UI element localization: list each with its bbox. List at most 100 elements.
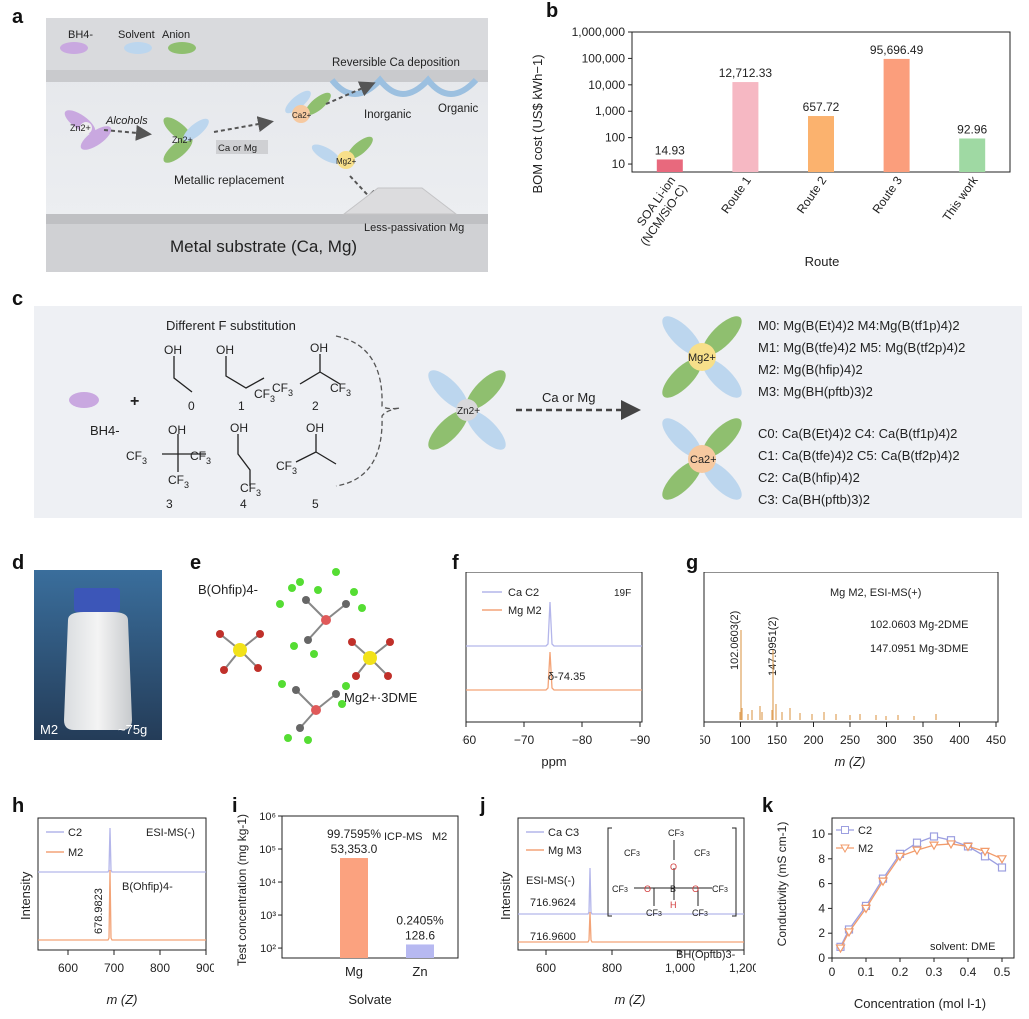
zn-alkoxide-complex-icon: Zn2+ — [163, 117, 209, 163]
svg-text:CF3: CF3 — [712, 884, 728, 894]
alcohol-number-3: 3 — [166, 497, 173, 511]
g-tick-label: 350 — [913, 733, 933, 747]
g-tick-label: 200 — [803, 733, 823, 747]
mg-compound-0: M0: Mg(B(Et)4)2 M4:Mg(B(tf1p)4)2 — [758, 318, 960, 333]
b-bar — [883, 58, 910, 172]
svg-text:OH: OH — [216, 343, 234, 357]
k-point-m2 — [911, 846, 923, 856]
i-percent-label: 0.2405% — [396, 913, 444, 927]
legend-solvent: Solvent — [118, 29, 155, 41]
brace-icon — [335, 335, 401, 487]
k-legend-c2: C2 — [858, 825, 872, 837]
svg-text:O: O — [670, 862, 677, 872]
k-point-m2 — [843, 928, 855, 938]
jar-cap-icon — [74, 588, 120, 612]
mg-compound-1: M1: Mg(B(tfe)4)2 M5: Mg(B(tf2p)4)2 — [758, 340, 965, 355]
j-x-axis-label: m (Z) — [614, 992, 645, 1007]
i-bar — [406, 944, 434, 958]
k-point-m2 — [877, 877, 889, 887]
panel-label-i: i — [232, 795, 238, 817]
c-plus: + — [130, 393, 139, 410]
svg-text:CF3: CF3 — [692, 908, 708, 918]
b-y-axis-label: BOM cost (US$ kWh−1) — [530, 54, 545, 193]
mg-complex-large-icon: Mg2+ — [662, 316, 742, 398]
molecule-icon — [216, 568, 394, 744]
panel-label-h: h — [12, 795, 25, 817]
panel-label-g: g — [686, 552, 699, 574]
panel-b-bom-cost-chart: 10 100 1,000 10,000 100,000 1,000,000 14.93 SO… — [530, 25, 1011, 269]
b-bar — [959, 138, 986, 172]
h-mode: ESI-MS(-) — [146, 827, 195, 839]
k-x-tick-label: 0.5 — [994, 965, 1011, 979]
j-trace-c3 — [518, 867, 744, 915]
g-x-axis-label: m (Z) — [834, 754, 865, 769]
svg-text:OH: OH — [230, 421, 248, 435]
k-point-c2 — [929, 832, 939, 841]
panel-label-b: b — [546, 0, 559, 22]
panel-e-crystal-structure: B(Ohfip)4- Mg2+·3DME — [198, 568, 418, 744]
k-x-tick-label: 0.4 — [960, 965, 977, 979]
ca-compound-2: C2: Ca(B(hfip)4)2 — [758, 470, 860, 485]
c-arrow-label: Ca or Mg — [542, 390, 595, 405]
ca-compound-0: C0: Ca(B(Et)4)2 C4: Ca(B(tf1p)4)2 — [758, 426, 957, 441]
reversible-ca-text: Reversible Ca deposition — [332, 57, 460, 69]
anion-legend-icon — [168, 42, 196, 54]
k-x-tick-label: 0.2 — [892, 965, 909, 979]
g-peak-label-1: 102.0603(2) — [729, 611, 741, 670]
k-y-tick-label: 8 — [818, 852, 825, 866]
k-legend-marker — [841, 826, 849, 834]
svg-text:CF3: CF3 — [694, 848, 710, 858]
g-tick-label: 100 — [730, 733, 750, 747]
zn-complex-icon: Zn2+ — [428, 370, 506, 450]
b-category-label: Route 2 — [794, 173, 830, 216]
b-y-tick-label: 10,000 — [588, 78, 625, 92]
k-point-m2 — [860, 904, 872, 914]
ca-or-mg-tag: Ca or Mg — [218, 143, 257, 154]
j-tick-label: 600 — [536, 961, 556, 975]
svg-text:3: 3 — [346, 388, 351, 398]
svg-text:3: 3 — [184, 480, 189, 490]
b-bar — [808, 116, 834, 172]
b-value-label: 95,696.49 — [870, 43, 924, 57]
ca-compound-1: C1: Ca(B(tfe)4)2 C5: Ca(B(tf2p)4)2 — [758, 448, 960, 463]
h-legend-m2: M2 — [68, 847, 83, 859]
b-category-label: This work — [940, 173, 981, 224]
f-x-axis-label: ppm — [541, 754, 566, 769]
f-trace-c2 — [466, 601, 642, 647]
metallic-replacement-text: Metallic replacement — [174, 173, 285, 187]
svg-text:CF: CF — [254, 387, 270, 401]
alcohols-text: Alcohols — [105, 115, 148, 127]
b-y-tick-label: 1,000 — [595, 104, 625, 118]
svg-text:Zn2+: Zn2+ — [172, 135, 193, 145]
d-sample-label: M2 — [40, 722, 58, 737]
i-y-axis-label: Test concentration (mg kg-1) — [235, 814, 249, 966]
panel-h-ms-spectrum: C2 M2 ESI-MS(-) 678.9823 B(Ohfip)4- Inte… — [18, 817, 214, 1007]
k-y-axis-label: Conductivity (mS cm-1) — [775, 822, 789, 947]
g-peaks — [739, 630, 937, 720]
b-category-label: Route 3 — [869, 173, 905, 216]
b-value-label: 14.93 — [655, 143, 685, 157]
k-point-m2 — [962, 842, 974, 852]
svg-text:OH: OH — [168, 423, 186, 437]
panel-j-ms-spectrum: Ca C3 Mg M3 ESI-MS(-) 716.9624 716.9600 … — [498, 817, 756, 1007]
zn-bh4-complex-icon: Zn2+ — [64, 110, 112, 150]
j-tick-label: 1,000 — [665, 961, 695, 975]
j-species: BH(Opftb)3- — [676, 949, 736, 961]
k-x-tick-label: 0.3 — [926, 965, 943, 979]
k-point-c2 — [997, 863, 1007, 872]
k-point-m2 — [979, 847, 991, 857]
h-tick-label: 700 — [104, 961, 124, 975]
alcohol-number-4: 4 — [240, 497, 247, 511]
mg-complex-icon: Mg2+ — [311, 136, 373, 169]
svg-text:Zn2+: Zn2+ — [70, 123, 91, 133]
k-y-tick-label: 0 — [818, 951, 825, 965]
f-legend-c2: Ca C2 — [508, 587, 539, 599]
c-title: Different F substitution — [166, 318, 296, 333]
f-tick-label: −80 — [572, 733, 593, 747]
b-bar — [656, 159, 683, 172]
k-point-m2 — [945, 840, 957, 850]
mg-compound-2: M2: Mg(B(hfip)4)2 — [758, 362, 863, 377]
svg-text:CF: CF — [168, 473, 184, 487]
k-y-tick-label: 6 — [818, 877, 825, 891]
svg-text:O: O — [692, 884, 699, 894]
